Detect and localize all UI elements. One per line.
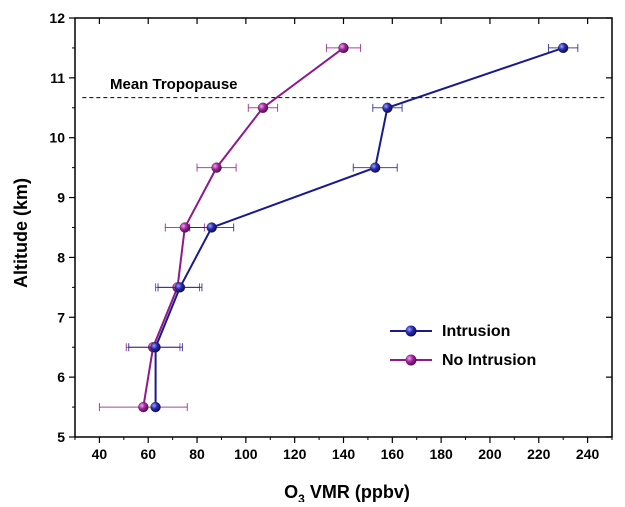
data-point-no-intrusion xyxy=(257,102,269,113)
plot-area xyxy=(69,17,613,443)
data-point-no-intrusion xyxy=(211,162,222,173)
data-point-intrusion xyxy=(206,222,217,233)
x-tick-label: 180 xyxy=(429,446,453,462)
x-tick-label: 140 xyxy=(332,446,356,462)
data-point-intrusion xyxy=(174,282,186,293)
legend-label-intrusion: Intrusion xyxy=(442,323,510,340)
y-tick-label: 12 xyxy=(49,10,65,26)
y-axis-title: Altitude (km) xyxy=(11,178,31,288)
x-tick-label: 240 xyxy=(576,446,600,462)
data-point-intrusion xyxy=(382,102,393,113)
data-point-intrusion xyxy=(150,342,161,353)
x-axis-title-rest: VMR (ppbv) xyxy=(305,482,410,502)
y-tick-label: 9 xyxy=(57,190,65,206)
x-axis-title-main: O xyxy=(284,482,298,502)
y-tick-label: 7 xyxy=(57,309,65,325)
series-intrusion xyxy=(128,42,579,413)
y-tick-label: 10 xyxy=(49,130,65,146)
y-tick-label: 11 xyxy=(50,70,65,86)
x-tick-label: 200 xyxy=(478,446,502,462)
text-layer: Altitude (km) O3 VMR (ppbv) Mean Tropopa… xyxy=(11,10,600,506)
tropopause-label: Mean Tropopause xyxy=(110,76,238,93)
data-point-no-intrusion xyxy=(338,42,349,54)
y-tick-label: 6 xyxy=(57,369,65,385)
x-tick-label: 160 xyxy=(381,446,405,462)
data-point-no-intrusion xyxy=(138,401,149,413)
x-axis-title: O3 VMR (ppbv) xyxy=(284,482,410,502)
legend-marker-no-intrusion xyxy=(405,354,417,366)
x-tick-label: 60 xyxy=(140,446,156,462)
legend: Intrusion No Intrusion xyxy=(390,323,536,369)
x-tick-label: 80 xyxy=(189,446,205,462)
x-axis-title-subscript: 3 xyxy=(298,492,305,502)
legend-marker-intrusion xyxy=(405,325,417,337)
x-tick-label: 100 xyxy=(234,446,258,462)
data-point-no-intrusion xyxy=(179,222,190,233)
y-tick-label: 5 xyxy=(57,429,65,445)
data-point-intrusion xyxy=(558,42,569,54)
data-point-intrusion xyxy=(370,162,381,173)
x-tick-label: 220 xyxy=(527,446,551,462)
x-tick-label: 120 xyxy=(283,446,307,462)
series-layer xyxy=(98,42,579,413)
legend-label-no-intrusion: No Intrusion xyxy=(442,352,536,369)
x-tick-label: 40 xyxy=(92,446,108,462)
data-point-intrusion xyxy=(150,401,161,413)
y-tick-label: 8 xyxy=(57,249,65,265)
